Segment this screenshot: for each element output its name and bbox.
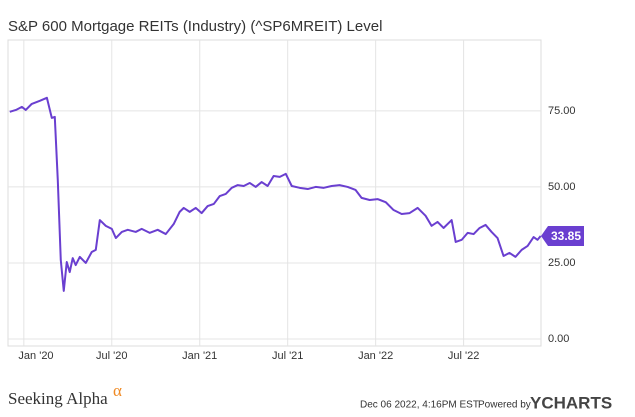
y-tick-label: 0.00: [548, 333, 569, 345]
last-value-label: 33.85: [551, 229, 581, 243]
x-tick-label: Jan '20: [18, 350, 53, 362]
footer-source: Seeking Alpha: [8, 389, 108, 408]
y-tick-label: 50.00: [548, 181, 576, 193]
x-tick-label: Jul '22: [448, 350, 479, 362]
plot-frame: [7, 39, 542, 347]
x-tick-label: Jul '20: [96, 350, 127, 362]
x-tick-label: Jan '22: [358, 350, 393, 362]
x-tick-label: Jul '21: [272, 350, 303, 362]
y-tick-label: 75.00: [548, 105, 576, 117]
footer-timestamp: Dec 06 2022, 4:16PM EST.: [360, 400, 481, 411]
x-tick-label: Jan '21: [182, 350, 217, 362]
line: [9, 96, 542, 292]
footer-brand: YCHARTS: [530, 393, 612, 412]
footer-powered: Powered by: [478, 400, 531, 411]
y-tick-label: 25.00: [548, 257, 576, 269]
chart-title: S&P 600 Mortgage REITs (Industry) (^SP6M…: [8, 18, 382, 35]
footer-source-mark: α: [113, 381, 122, 400]
last-value-tag: [541, 226, 584, 247]
